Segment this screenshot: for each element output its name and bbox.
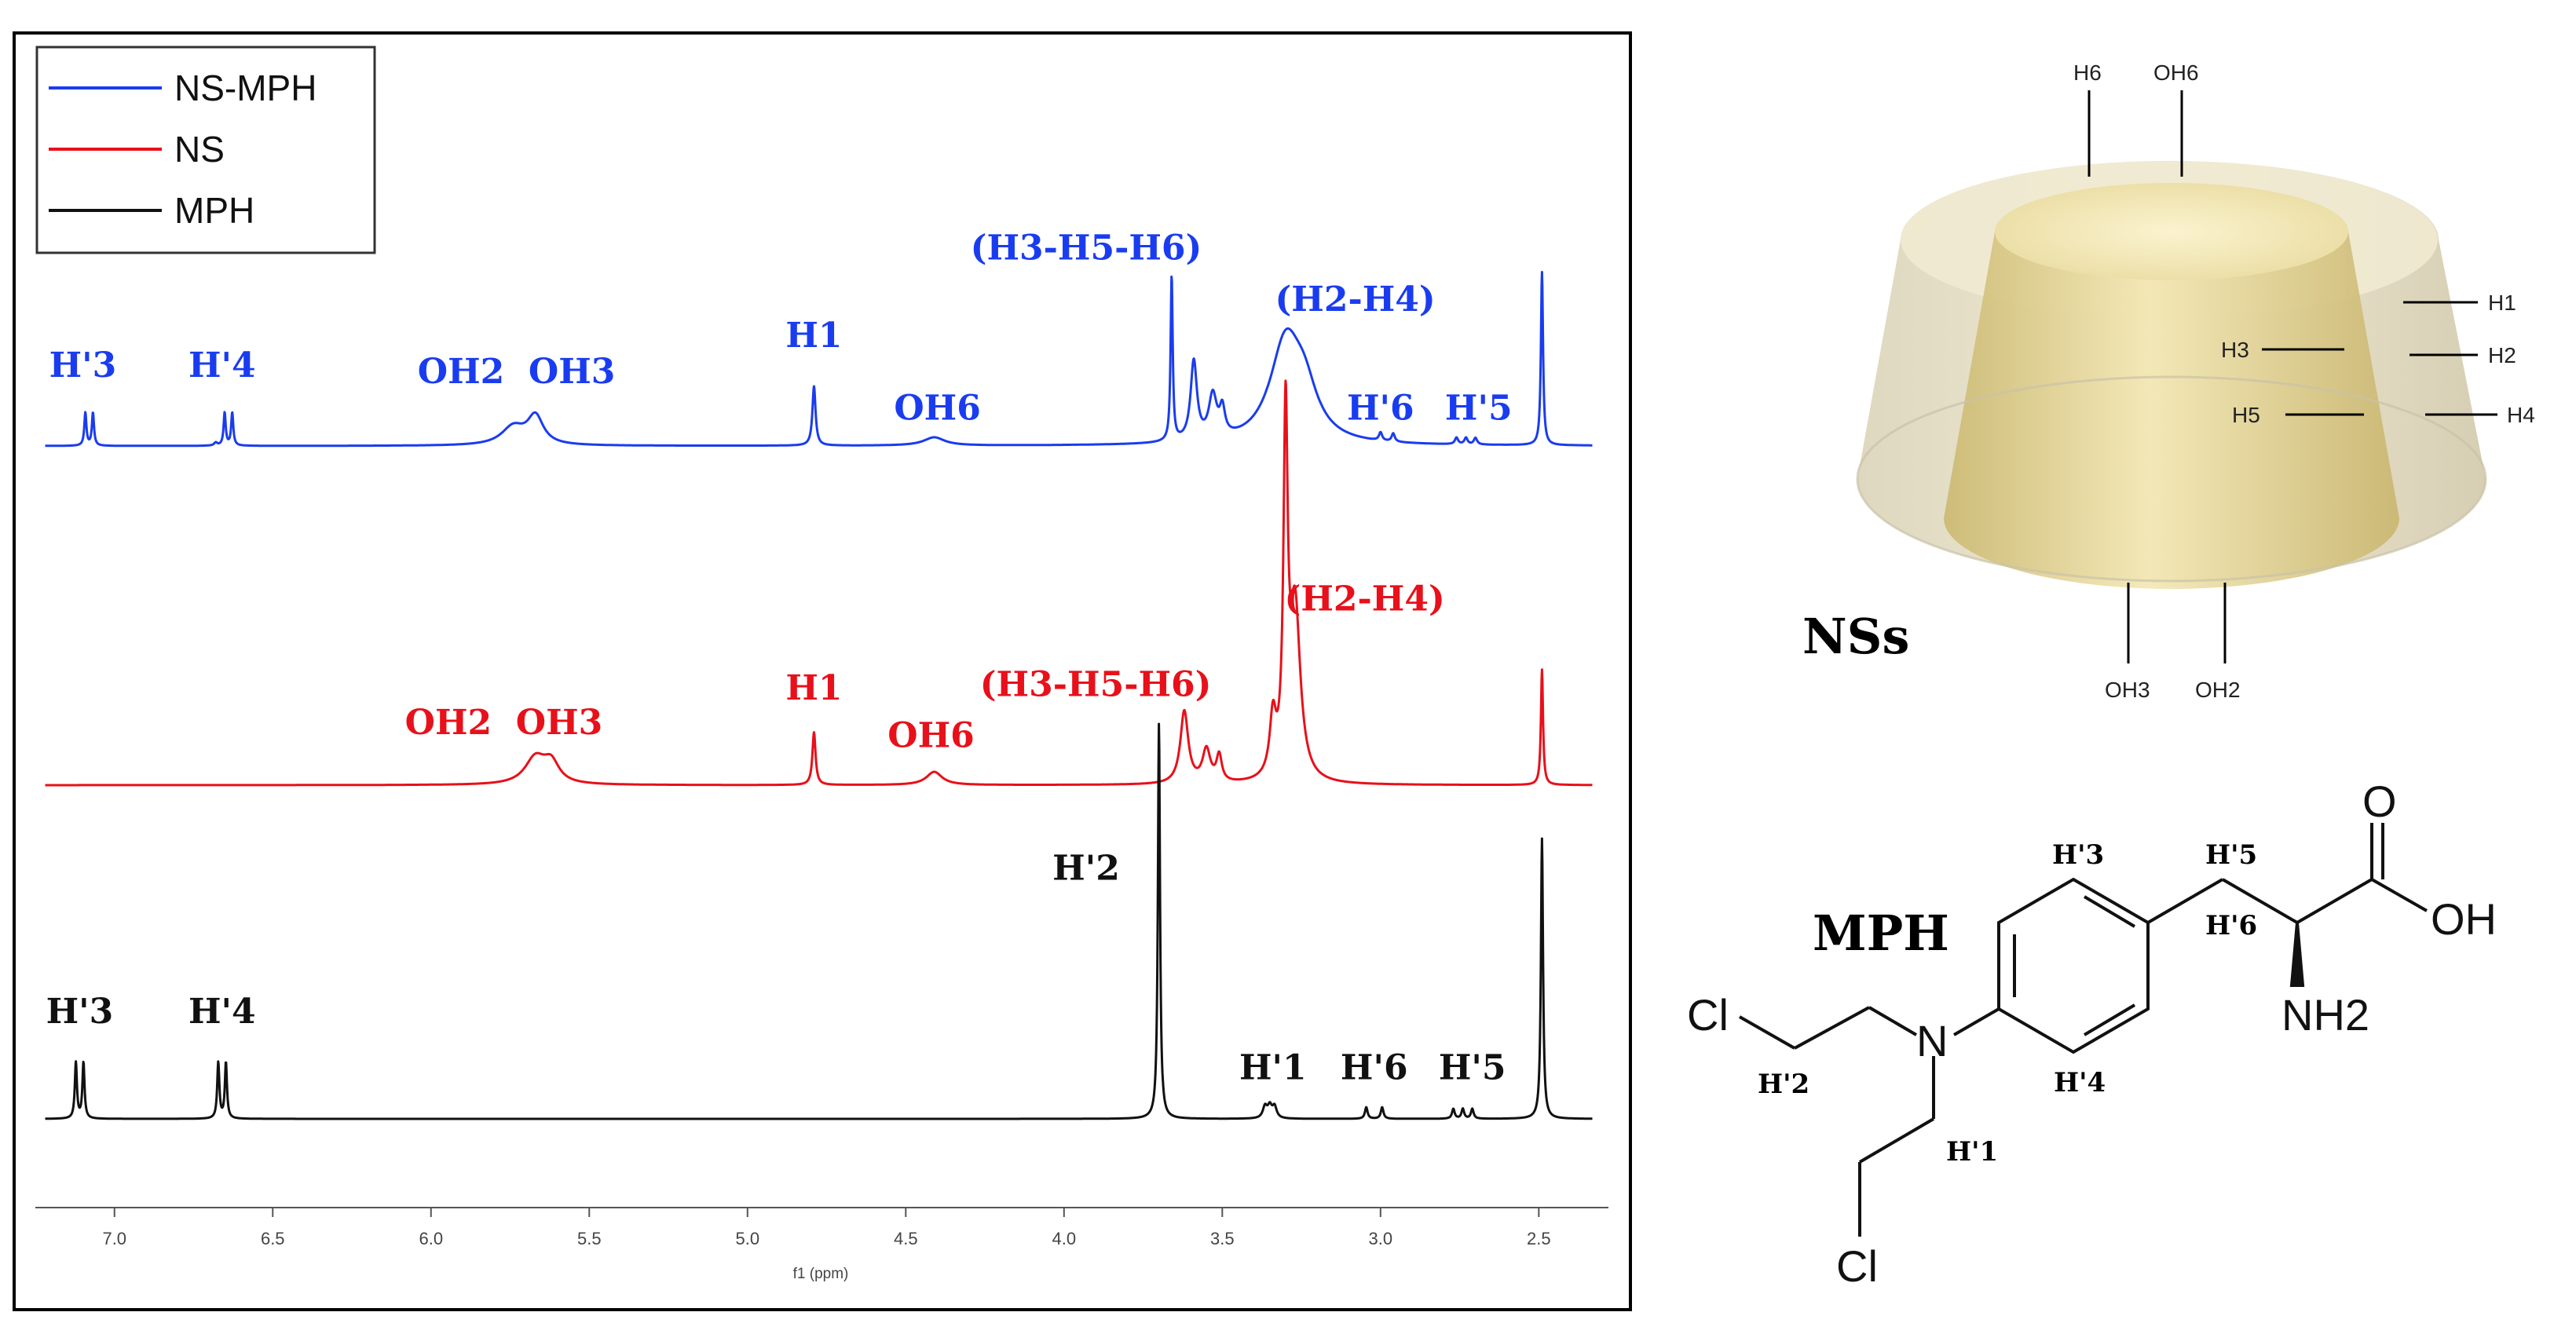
peak-label: OH2 OH3: [418, 352, 616, 392]
peak-label: H1: [785, 316, 842, 356]
spectra: [44, 271, 1594, 1120]
peak-label: H'6: [1347, 388, 1414, 428]
peak-label: H1: [785, 668, 842, 708]
atom-cl-left: Cl: [1687, 990, 1729, 1040]
inner-cone: [1944, 183, 2399, 589]
x-tick-label: 6.5: [261, 1229, 285, 1248]
mph-h4-label: H'4: [2054, 1067, 2106, 1098]
label-oh3: OH3: [2105, 678, 2150, 702]
mph-label: MPH: [1813, 905, 1949, 962]
n-ring-bond: [1952, 1007, 2000, 1036]
peak-label: H'5: [1445, 388, 1513, 428]
atom-o: O: [2362, 777, 2397, 826]
legend-label-mph: MPH: [174, 190, 254, 231]
label-h6: H6: [2073, 60, 2102, 85]
mph-h3-label: H'3: [2052, 839, 2104, 871]
peak-label: H'6: [1341, 1048, 1408, 1088]
mph-structure: [1739, 823, 2428, 1237]
mph-h5-label: H'5: [2205, 839, 2257, 871]
mph-h6-label: H'6: [2205, 910, 2257, 941]
x-tick-label: 4.0: [1052, 1229, 1077, 1248]
x-tick-label: 4.5: [894, 1229, 918, 1248]
series-line-ns-mph: [44, 271, 1594, 448]
label-h3: H3: [2221, 338, 2249, 362]
ch2-down-bond: [1858, 1117, 1935, 1164]
ch2-ch2-bond: [1794, 1006, 1870, 1050]
x-tick-label: 5.5: [577, 1229, 602, 1248]
x-axis-ticks: 7.0 6.5 6.0 5.5 5.0 4.5 4.0 3.5 3.0 2.5: [102, 1208, 1551, 1248]
peak-label: H'3: [49, 345, 117, 386]
inner-top: [1995, 183, 2348, 280]
peak-label: H'2: [1052, 849, 1120, 889]
peak-label: OH2 OH3: [405, 703, 603, 743]
nh2-wedge: [2289, 922, 2305, 987]
x-axis-label: f1 (ppm): [793, 1266, 849, 1282]
n-ch2-bond: [1868, 1006, 1918, 1036]
label-h4: H4: [2507, 403, 2535, 427]
ns-cone-diagram: H6 OH6 H1 H3 H2 H5 H4 OH3 OH2: [1856, 60, 2535, 702]
peak-label: OH6: [887, 716, 975, 756]
legend-label-ns: NS: [174, 129, 225, 170]
legend-label-ns-mph: NS-MPH: [174, 68, 317, 108]
peak-label: H'1: [1239, 1048, 1307, 1088]
atom-n: N: [1916, 1016, 1948, 1065]
bottom-rim: [1856, 375, 2487, 583]
label-h2: H2: [2488, 343, 2516, 367]
x-tick-label: 3.0: [1369, 1229, 1393, 1248]
peak-label: H'3: [46, 992, 114, 1032]
ns-label: NSs: [1802, 608, 1909, 665]
x-tick-label: 7.0: [102, 1229, 126, 1248]
series-line-ns: [44, 379, 1594, 787]
atom-cl-bottom: Cl: [1836, 1241, 1878, 1291]
label-h5: H5: [2232, 403, 2260, 427]
ring-double-1: [2083, 895, 2136, 928]
benzene-ring: [1997, 877, 2150, 1054]
peak-label: (H2-H4): [1275, 280, 1435, 320]
mph-h-labels: H'3 H'5 H'6 H'4 H'2 H'1: [1758, 839, 2257, 1168]
atom-nh2: NH2: [2281, 990, 2369, 1040]
mph-atoms: Cl N Cl O OH NH2: [1687, 777, 2497, 1291]
x-tick-label: 6.0: [419, 1229, 443, 1248]
ch2-cl-bond: [1739, 1015, 1795, 1050]
mph-h1-label: H'1: [1946, 1136, 1998, 1168]
c-oh-bond: [2371, 878, 2428, 912]
peak-label: (H2-H4): [1285, 579, 1445, 619]
x-tick-label: 2.5: [1527, 1229, 1551, 1248]
x-tick-label: 3.5: [1210, 1229, 1235, 1248]
peak-label: H'4: [188, 345, 256, 386]
label-oh2: OH2: [2195, 678, 2241, 702]
peak-label: (H3-H5-H6): [971, 228, 1202, 269]
mph-h2-label: H'2: [1758, 1069, 1809, 1100]
atom-oh: OH: [2431, 894, 2497, 944]
peak-label: OH6: [894, 388, 981, 428]
label-h1: H1: [2488, 291, 2516, 315]
label-oh6: OH6: [2153, 60, 2199, 85]
x-tick-label: 5.0: [735, 1229, 759, 1248]
ch2-ch-bond: [2221, 878, 2299, 924]
peak-label: (H3-H5-H6): [980, 665, 1212, 705]
spectrum-frame: [13, 31, 1632, 1311]
ring-ch2-bond: [2146, 878, 2224, 924]
series-line-mph: [44, 722, 1594, 1120]
ring-double-2: [2083, 1003, 2136, 1036]
ch-cooh-bond: [2296, 878, 2373, 924]
legend: NS-MPH NS MPH: [35, 46, 376, 254]
peak-label: H'5: [1439, 1048, 1506, 1088]
peak-label: H'4: [188, 992, 256, 1032]
